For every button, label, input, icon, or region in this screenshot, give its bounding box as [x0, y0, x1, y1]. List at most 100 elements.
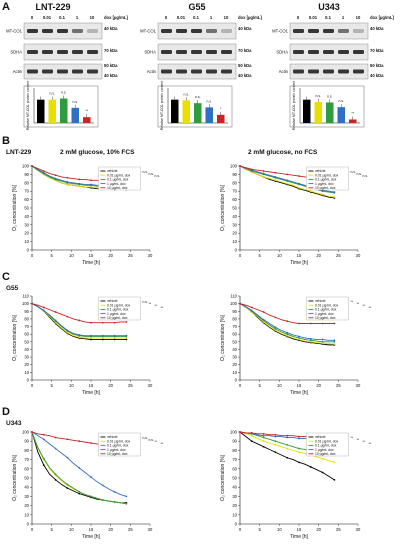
- series-point: [298, 335, 300, 338]
- significance-label: **: [362, 440, 365, 444]
- x-tick-label: 0: [31, 383, 34, 388]
- series-point: [274, 451, 277, 454]
- series-point: [101, 321, 104, 324]
- series-point: [78, 334, 81, 336]
- y-tick-label: 80: [24, 180, 29, 185]
- series-point: [42, 457, 45, 460]
- y-tick-label: 40: [232, 347, 237, 352]
- line-chart: 0 10 20 30 40 50 60 70 80 90 100 0 5 10 15 20 25 30 Time […: [220, 164, 368, 267]
- series-point: [239, 165, 241, 167]
- blot-band: [72, 29, 83, 33]
- blot-row-label: Actin: [147, 69, 157, 74]
- blot-band: [338, 69, 349, 74]
- y-tick-label: 90: [24, 309, 29, 314]
- y-tick-label: 20: [232, 503, 237, 508]
- series-point: [250, 432, 253, 434]
- blot-row-label: Actin: [13, 69, 23, 74]
- series-point: [42, 464, 45, 467]
- y-tick-label: 100: [22, 164, 30, 169]
- series-point: [250, 309, 253, 312]
- series-point: [78, 185, 81, 188]
- bar-1: [71, 107, 79, 123]
- series-point: [298, 451, 300, 454]
- series-point: [66, 176, 69, 179]
- legend-box: [98, 432, 141, 457]
- blot-band: [191, 29, 202, 33]
- blot-band: [176, 29, 187, 33]
- y-tick-label: 90: [24, 439, 29, 444]
- blot-group-u343: U343 0 0.01 0.1 1 10 dox [µg/mL] MT-CO1 SDHA Acti…: [272, 2, 394, 130]
- significance-label: n.s.: [327, 94, 333, 98]
- dose-label: 0.01: [177, 15, 186, 20]
- series-point: [239, 302, 241, 305]
- legend-label: vehicle: [315, 435, 326, 439]
- series-point: [250, 168, 253, 171]
- significance-label: n.s.: [339, 99, 345, 103]
- significance-label: n.s.: [195, 95, 201, 99]
- bar-1: [337, 107, 345, 123]
- series-point: [42, 438, 45, 441]
- series-point: [309, 322, 312, 325]
- series-point: [90, 179, 92, 182]
- y-tick-label: 100: [22, 301, 30, 306]
- series-point: [309, 337, 312, 340]
- series-point: [286, 173, 289, 176]
- series-point: [54, 174, 57, 177]
- series-point: [298, 338, 300, 341]
- x-axis-label: Time [h]: [82, 390, 100, 396]
- x-tick-label: 30: [356, 527, 361, 532]
- legend-label: vehicle: [107, 435, 118, 439]
- y-tick-label: 10: [232, 512, 237, 517]
- kda-marker: 50 kDa: [104, 63, 118, 68]
- series-point: [250, 440, 253, 443]
- series-point: [90, 183, 92, 186]
- series-point: [78, 492, 81, 495]
- series-point: [262, 321, 265, 323]
- x-tick-label: 30: [148, 383, 153, 388]
- series-point: [321, 340, 324, 343]
- cell-line-title: LNT-229: [35, 2, 70, 12]
- x-tick-label: 5: [258, 383, 261, 388]
- bar-0.1: [60, 98, 68, 123]
- blot-band: [27, 29, 38, 33]
- cell-line-title: U343: [318, 2, 340, 12]
- legend-box: [306, 166, 349, 191]
- blot-row-label: Actin: [279, 69, 289, 74]
- series-point: [298, 437, 300, 440]
- series-point: [54, 478, 57, 481]
- series-point: [54, 311, 57, 313]
- legend-label: 1 µg/mL dox: [107, 448, 126, 452]
- series-point: [113, 334, 116, 337]
- series-point: [321, 342, 324, 345]
- series-point: [42, 306, 45, 309]
- series-point: [125, 337, 128, 339]
- x-tick-label: 25: [336, 527, 341, 532]
- bar-y-label: Relative MT-CO1 protein content: [26, 81, 30, 130]
- kda-marker: 40 kDa: [104, 26, 118, 31]
- bar-10: [349, 119, 357, 123]
- blot-band: [42, 29, 53, 33]
- x-tick-label: 5: [50, 253, 53, 258]
- y-tick-label: 60: [232, 332, 237, 337]
- x-axis-label: Time [h]: [82, 534, 100, 540]
- series-point: [54, 177, 57, 180]
- series-point: [113, 490, 116, 493]
- y-tick-label: 60: [24, 466, 29, 471]
- blot-band: [72, 69, 83, 74]
- y-tick-label: 50: [24, 339, 29, 344]
- x-tick-label: 15: [297, 253, 302, 258]
- y-tick-label: 80: [232, 448, 237, 453]
- significance-label: **: [154, 304, 157, 308]
- row-cell-line: G55: [6, 285, 19, 292]
- series-point: [42, 433, 45, 436]
- y-tick-label: 40: [24, 485, 29, 490]
- y-tick-label: 40: [24, 347, 29, 352]
- blot-band: [293, 69, 304, 74]
- legend-label: 0.01 µg/mL dox: [315, 439, 339, 443]
- blot-row-label: MT-CO1: [140, 29, 156, 34]
- y-tick-label: 80: [232, 316, 237, 321]
- series-point: [298, 182, 300, 185]
- series-point: [333, 461, 336, 464]
- series-point: [333, 196, 336, 198]
- x-tick-label: 0: [239, 383, 242, 388]
